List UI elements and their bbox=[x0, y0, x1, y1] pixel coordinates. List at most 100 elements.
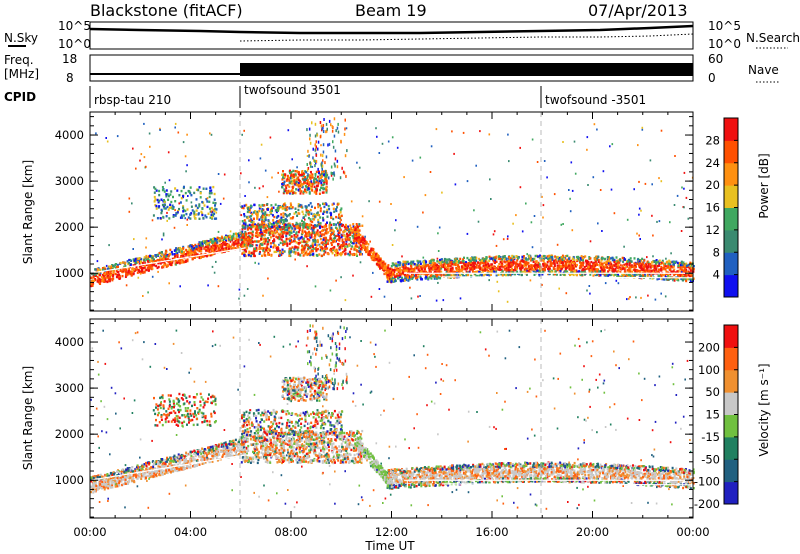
power-echo bbox=[317, 234, 320, 237]
power-echo bbox=[596, 258, 599, 261]
power-echo bbox=[288, 249, 291, 253]
power-echo bbox=[330, 229, 333, 233]
power-echo bbox=[614, 269, 617, 272]
power-echo bbox=[274, 244, 277, 247]
power-echo bbox=[231, 243, 234, 246]
power-echo bbox=[310, 182, 313, 185]
power-echo bbox=[358, 234, 361, 238]
power-echo bbox=[453, 270, 456, 273]
power-echo bbox=[315, 233, 318, 236]
power-echo bbox=[112, 270, 115, 273]
power-echo bbox=[460, 269, 463, 272]
power-echo bbox=[356, 225, 359, 229]
power-echo bbox=[291, 189, 294, 192]
power-echo bbox=[666, 271, 669, 274]
power-echo bbox=[420, 277, 423, 280]
power-echo bbox=[300, 235, 303, 239]
power-echo bbox=[545, 256, 548, 260]
power-echo bbox=[264, 211, 267, 214]
power-echo bbox=[569, 260, 572, 263]
power-echo bbox=[616, 271, 619, 274]
power-echo bbox=[628, 268, 631, 272]
power-echo bbox=[274, 209, 277, 212]
power-echo bbox=[218, 247, 221, 250]
power-echo bbox=[205, 239, 208, 243]
power-echo bbox=[261, 223, 264, 226]
power-echo bbox=[623, 267, 626, 270]
power-echo bbox=[682, 265, 685, 268]
power-echo bbox=[556, 264, 559, 267]
power-echo bbox=[484, 268, 487, 272]
power-echo bbox=[548, 270, 551, 273]
power-echo bbox=[495, 260, 498, 263]
power-echo bbox=[305, 232, 308, 235]
power-echo bbox=[653, 269, 656, 272]
power-echo bbox=[324, 177, 327, 180]
power-echo bbox=[467, 264, 470, 267]
power-echo bbox=[150, 265, 153, 268]
power-echo bbox=[273, 225, 276, 228]
power-echo bbox=[258, 247, 261, 251]
power-echo bbox=[622, 275, 625, 278]
power-echo bbox=[675, 277, 678, 281]
power-echo bbox=[330, 243, 333, 247]
power-echo bbox=[338, 236, 341, 240]
power-echo bbox=[335, 254, 337, 257]
power-echo bbox=[354, 227, 357, 231]
power-echo bbox=[124, 261, 127, 264]
power-echo bbox=[429, 269, 432, 272]
power-echo bbox=[303, 189, 306, 193]
power-echo bbox=[516, 266, 519, 269]
power-echo bbox=[179, 246, 182, 250]
power-echo bbox=[190, 205, 193, 208]
power-echo bbox=[126, 273, 129, 276]
power-echo bbox=[324, 248, 327, 251]
power-echo bbox=[675, 260, 678, 263]
power-echo bbox=[478, 270, 481, 274]
power-echo bbox=[189, 186, 192, 189]
power-echo bbox=[589, 266, 592, 269]
power-echo bbox=[115, 269, 118, 273]
power-echo bbox=[201, 207, 204, 210]
power-echo bbox=[257, 240, 260, 243]
power-echo bbox=[510, 262, 513, 266]
power-echo bbox=[550, 256, 553, 259]
power-echo bbox=[548, 257, 551, 260]
power-echo bbox=[628, 270, 631, 273]
power-echo bbox=[287, 214, 290, 217]
power-echo bbox=[340, 235, 343, 239]
power-echo bbox=[207, 240, 210, 243]
power-echo bbox=[397, 276, 400, 279]
power-echo bbox=[153, 200, 156, 203]
power-echo bbox=[656, 270, 659, 273]
power-echo bbox=[227, 235, 230, 239]
power-echo bbox=[399, 274, 402, 277]
power-echo bbox=[560, 261, 563, 264]
power-echo bbox=[295, 231, 298, 234]
power-echo bbox=[672, 265, 675, 268]
power-echo bbox=[256, 231, 259, 235]
power-echo bbox=[188, 190, 191, 193]
power-echo bbox=[178, 194, 181, 197]
power-echo bbox=[251, 236, 254, 239]
power-echo bbox=[307, 230, 310, 234]
power-echo bbox=[308, 211, 311, 214]
power-echo bbox=[304, 185, 307, 188]
power-echo bbox=[554, 270, 557, 273]
power-echo bbox=[96, 275, 99, 279]
power-echo bbox=[304, 181, 307, 185]
power-echo bbox=[169, 248, 172, 252]
power-echo bbox=[247, 216, 250, 219]
power-echo bbox=[314, 241, 317, 244]
power-echo bbox=[526, 253, 528, 256]
power-echo bbox=[281, 207, 284, 210]
power-echo bbox=[183, 260, 185, 264]
power-echo bbox=[492, 270, 494, 273]
power-echo bbox=[205, 198, 208, 201]
power-echo bbox=[195, 209, 198, 212]
power-echo bbox=[210, 245, 213, 248]
power-echo bbox=[156, 217, 159, 220]
power-echo bbox=[469, 260, 472, 264]
power-echo bbox=[97, 277, 100, 280]
power-echo bbox=[299, 173, 302, 177]
